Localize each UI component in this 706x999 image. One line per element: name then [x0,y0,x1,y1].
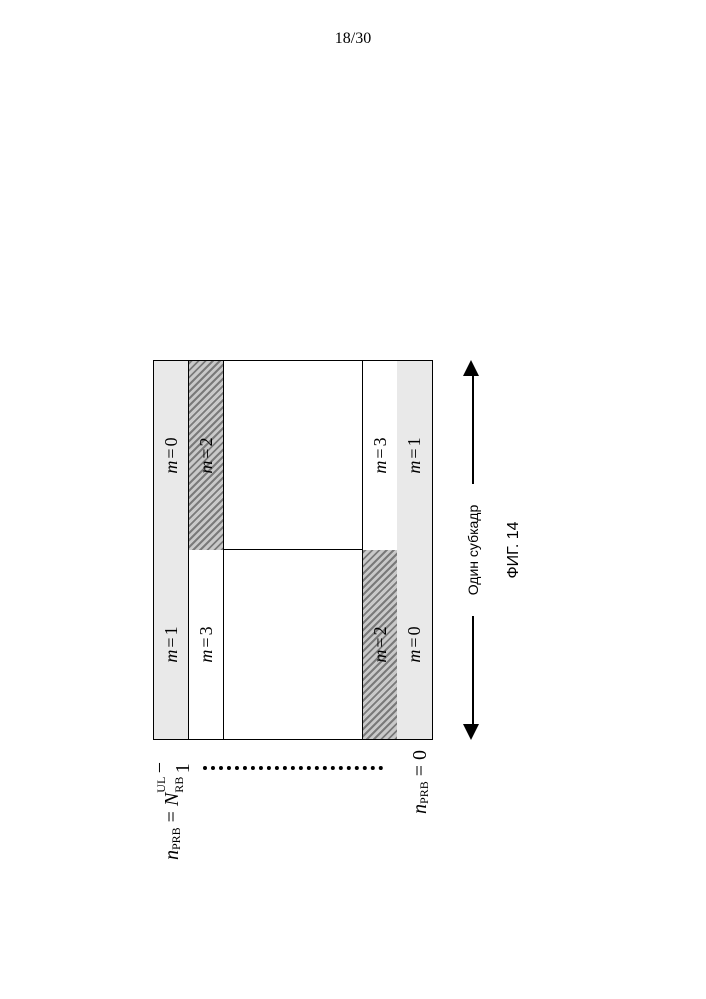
resource-grid: m=1 m=3 m=2 m=0 m=0 m=2 m=3 m=1 [153,360,433,740]
slot-right: m=0 m=2 m=3 m=1 [154,361,432,550]
subframe-span: Один субкадр [463,360,483,740]
y-label-bottom: nPRB = 0 [405,742,435,860]
cell-left-top2: m=3 [189,550,224,739]
cell-left-bot2: m=2 [362,550,397,739]
figure-caption: ФИГ. 14 [505,360,523,740]
slot-left: m=1 m=3 m=2 m=0 [154,549,432,739]
cell-right-top1: m=0 [154,361,189,550]
y-axis-dots [203,766,383,770]
arrow-right-icon [463,360,479,376]
cell-right-top2: m=2 [189,361,224,550]
cell-left-top1: m=1 [154,550,189,739]
cell-left-bot1: m=0 [397,550,432,739]
figure: nPRB = NULRB − 1 nPRB = 0 m=1 m=3 m=2 m=… [113,300,593,860]
page-number: 18/30 [0,30,706,48]
y-label-top: nPRB = NULRB − 1 [157,742,187,860]
cell-right-bot2: m=3 [362,361,397,550]
cell-right-bot1: m=1 [397,361,432,550]
